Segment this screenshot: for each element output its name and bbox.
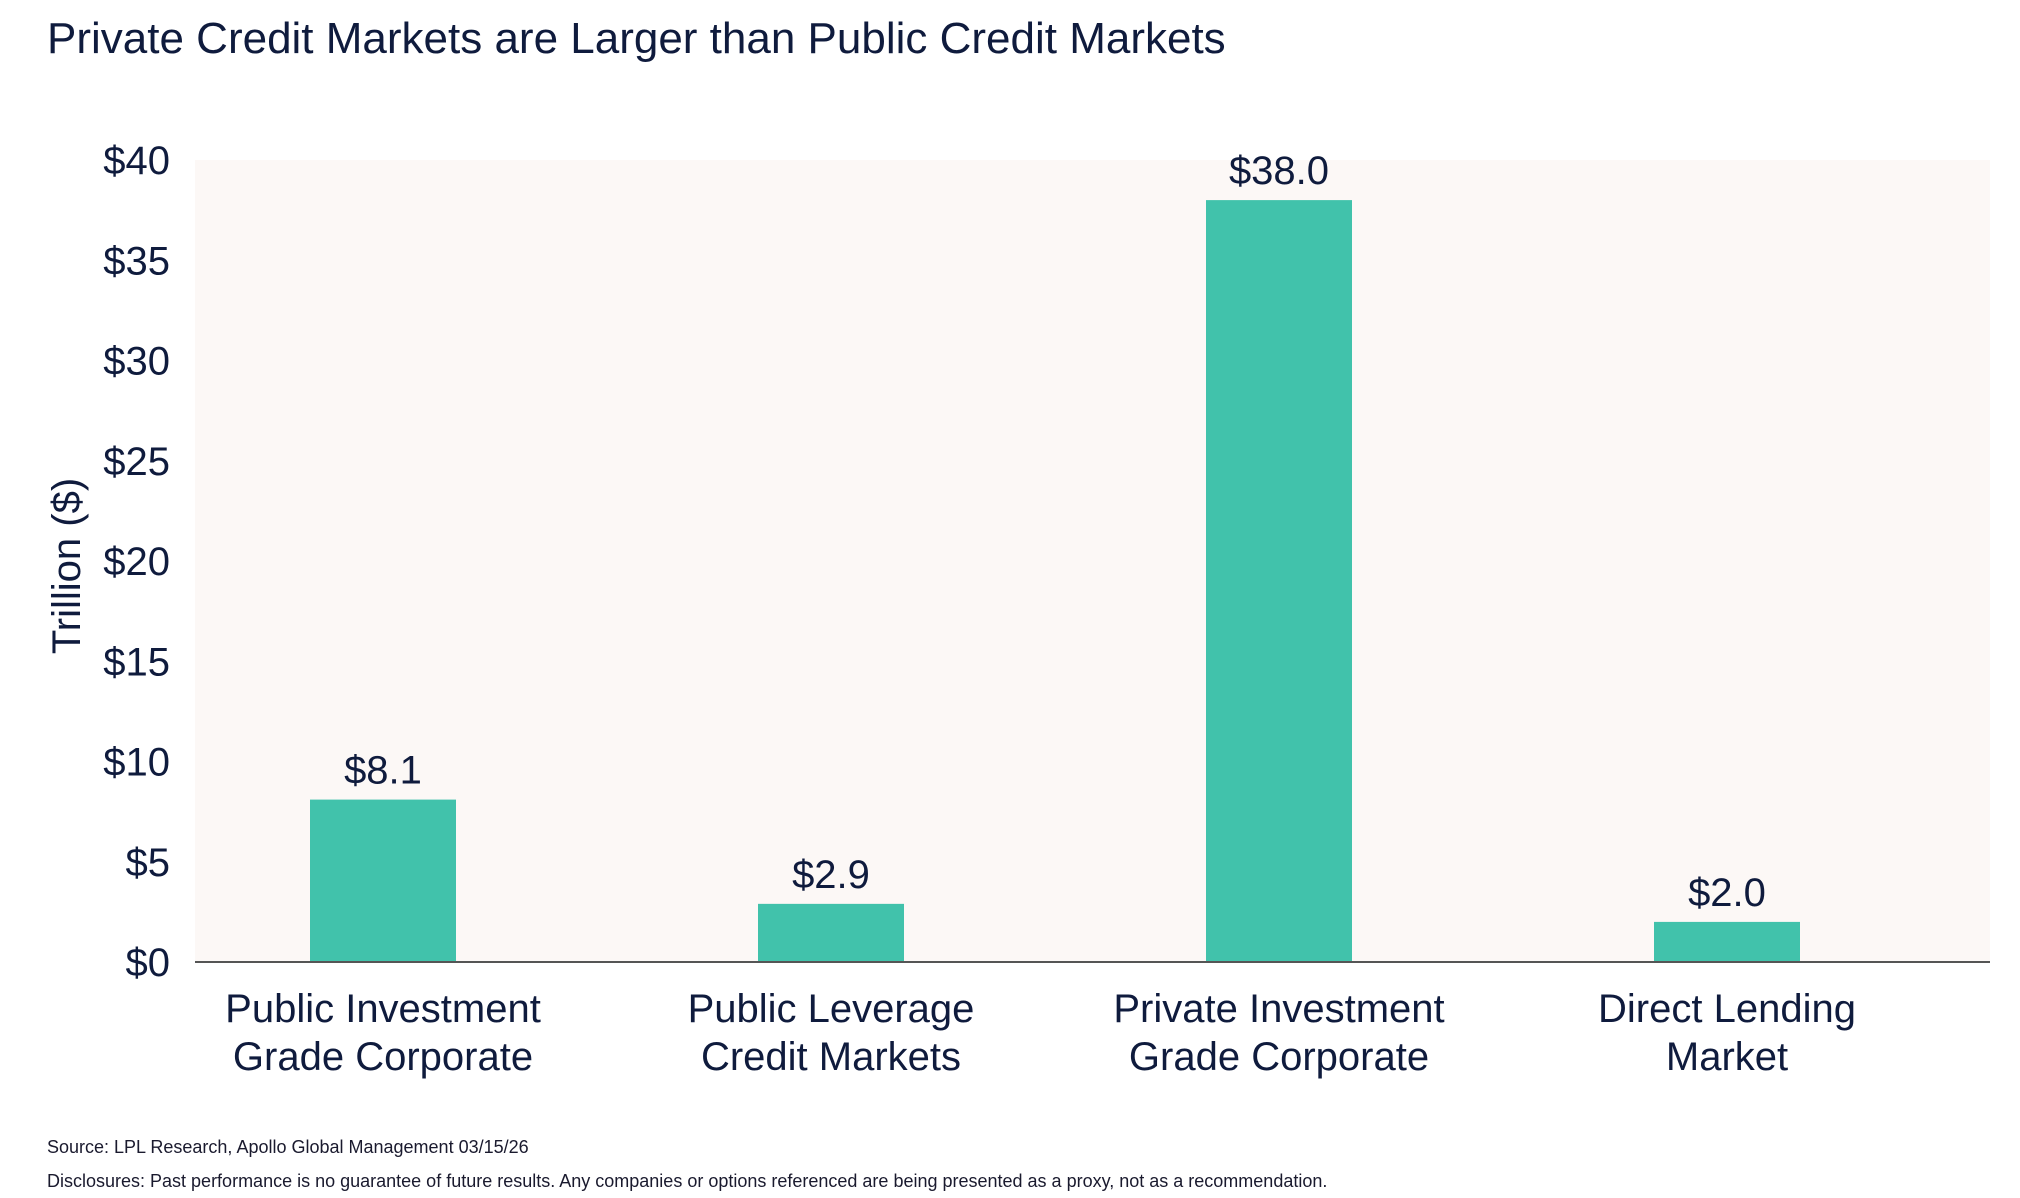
disclosure-note: Disclosures: Past performance is no guar… [47, 1171, 1328, 1191]
x-tick-label: Private Investment [1113, 987, 1444, 1031]
chart-title: Private Credit Markets are Larger than P… [47, 14, 1226, 63]
y-tick-label: $25 [103, 440, 170, 484]
bar [1654, 921, 1800, 962]
plot-area [195, 160, 1990, 962]
x-tick-label: Market [1666, 1035, 1788, 1079]
y-axis-ticks: $0 $5 $10 $15 $20 $25 $30 $35 $40 [103, 139, 170, 985]
x-tick-label: Public Leverage [688, 987, 975, 1031]
y-tick-label: $10 [103, 741, 170, 785]
bar [1206, 200, 1352, 963]
x-tick-label: Credit Markets [701, 1035, 961, 1079]
x-tick-label: Public Investment [225, 987, 541, 1031]
bar-value-label: $38.0 [1229, 149, 1329, 193]
bar [310, 799, 456, 962]
y-tick-label: $30 [103, 340, 170, 384]
bar-value-label: $2.9 [792, 853, 870, 897]
bar-value-label: $2.0 [1688, 871, 1766, 915]
y-tick-label: $35 [103, 239, 170, 283]
y-tick-label: $0 [126, 941, 171, 985]
x-tick-label: Grade Corporate [1129, 1035, 1429, 1079]
source-note: Source: LPL Research, Apollo Global Mana… [47, 1137, 529, 1157]
x-tick-label: Direct Lending [1598, 987, 1856, 1031]
y-tick-label: $40 [103, 139, 170, 183]
y-tick-label: $15 [103, 640, 170, 684]
y-tick-label: $5 [126, 841, 171, 885]
value-labels: $8.1 $2.9 $38.0 $2.0 [344, 149, 1766, 915]
bars [310, 200, 1800, 963]
bar-value-label: $8.1 [344, 749, 422, 793]
y-tick-label: $20 [103, 540, 170, 584]
x-tick-label: Grade Corporate [233, 1035, 533, 1079]
y-axis-label: Trillion ($) [45, 478, 89, 654]
bar [758, 903, 904, 962]
